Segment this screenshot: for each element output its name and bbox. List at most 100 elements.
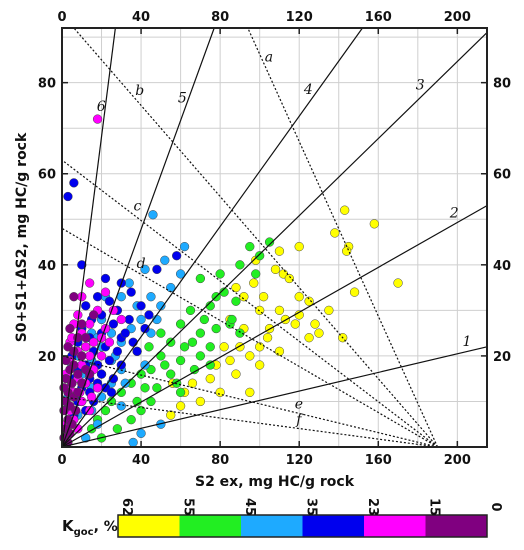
data-point: [211, 323, 221, 334]
data-point: [77, 319, 87, 329]
y-tick-label-right: 60: [493, 168, 511, 183]
x-axis-label: S2 ex, mg HC/g rock: [195, 474, 355, 490]
solid-line-3: [61, 32, 488, 448]
data-point: [156, 328, 166, 338]
data-point: [245, 241, 255, 252]
data-point: [59, 383, 69, 393]
data-point: [136, 314, 146, 325]
data-point: [136, 301, 146, 311]
dotted-line-f: [61, 396, 438, 448]
x-tick-label-top: 120: [286, 10, 313, 25]
colorbar-segment: [241, 515, 303, 537]
y-tick-label: 40: [38, 259, 56, 274]
data-point: [65, 323, 75, 334]
data-point: [140, 383, 150, 393]
plot-frame: [61, 27, 488, 448]
y-tick-label-right: 20: [493, 350, 511, 365]
data-point: [148, 210, 158, 220]
dotted-line-d: [61, 227, 438, 448]
data-point: [195, 396, 206, 407]
data-point: [304, 333, 314, 343]
data-point: [258, 292, 269, 302]
data-point: [73, 310, 83, 320]
data-point: [225, 355, 235, 366]
data-point: [104, 296, 115, 306]
data-point: [175, 401, 186, 411]
data-point: [140, 360, 150, 370]
x-tick-label: 0: [57, 453, 66, 468]
data-point: [304, 296, 314, 306]
data-point: [235, 260, 245, 270]
x-tick-label: 40: [132, 453, 150, 468]
data-point: [73, 333, 83, 343]
x-tick-label-top: 0: [57, 10, 66, 25]
data-point: [132, 346, 142, 357]
data-point: [294, 292, 304, 302]
colorbar-tick-label: 55: [181, 498, 196, 516]
dotted-line-e: [61, 355, 438, 448]
colorbar-segment: [118, 515, 180, 537]
data-point: [128, 437, 138, 448]
colorbar-tick-label: 45: [242, 498, 257, 516]
y-tick-label: 20: [38, 350, 56, 365]
data-point: [100, 273, 111, 284]
data-point: [156, 301, 166, 311]
data-point: [85, 319, 95, 329]
data-point: [290, 319, 300, 329]
data-point: [239, 292, 249, 302]
x-tick-label: 120: [286, 453, 313, 468]
data-point: [255, 342, 265, 352]
y-tick-label-right: 80: [493, 77, 511, 92]
data-point: [136, 405, 146, 416]
axis-ticks: 0 0 40 40 80 80 120 120 160 160 200 200 20 20 40 40 60 60…: [38, 10, 511, 468]
data-point: [166, 369, 176, 379]
line-label-a: a: [265, 50, 273, 66]
data-point: [146, 292, 156, 302]
reference-lines: [61, 27, 488, 448]
data-point: [324, 305, 334, 316]
data-point: [116, 387, 126, 397]
data-point: [349, 287, 360, 297]
data-point: [179, 342, 190, 352]
data-point: [124, 278, 134, 288]
colorbar-tick-label: 23: [365, 498, 380, 516]
data-point: [231, 282, 241, 293]
data-point: [205, 342, 215, 352]
x-tick-label: 200: [444, 453, 471, 468]
data-point: [160, 360, 170, 370]
colorbar-tick-label: 62: [119, 498, 134, 516]
data-point: [77, 351, 87, 361]
data-point: [274, 346, 285, 357]
data-point: [152, 264, 162, 275]
data-point: [264, 237, 275, 247]
data-point: [195, 273, 206, 284]
data-point: [140, 323, 150, 334]
solid-line-6: [61, 27, 116, 448]
data-point: [231, 369, 241, 379]
data-point: [100, 287, 111, 297]
data-point: [284, 273, 294, 284]
line-label-d: d: [137, 256, 146, 272]
data-point: [152, 383, 162, 393]
data-point: [144, 310, 154, 320]
dotted-line-a: [247, 27, 439, 448]
y-tick-label: 80: [38, 77, 56, 92]
scatter-points: [59, 114, 403, 448]
data-point: [120, 328, 130, 338]
data-point: [179, 241, 190, 252]
solid-line-5: [61, 27, 215, 448]
data-point: [108, 319, 119, 329]
data-point: [124, 314, 134, 325]
line-label-2: 2: [449, 206, 459, 222]
data-point: [215, 269, 225, 279]
data-point: [274, 305, 285, 316]
colorbar-tick-label: 35: [304, 498, 319, 516]
data-point: [340, 205, 350, 215]
data-point: [199, 314, 209, 325]
data-point: [369, 219, 379, 229]
solid-line-1: [61, 346, 488, 448]
data-point: [104, 355, 115, 366]
data-point: [126, 415, 136, 425]
colorbar-frame: [117, 514, 488, 538]
data-point: [255, 251, 265, 261]
